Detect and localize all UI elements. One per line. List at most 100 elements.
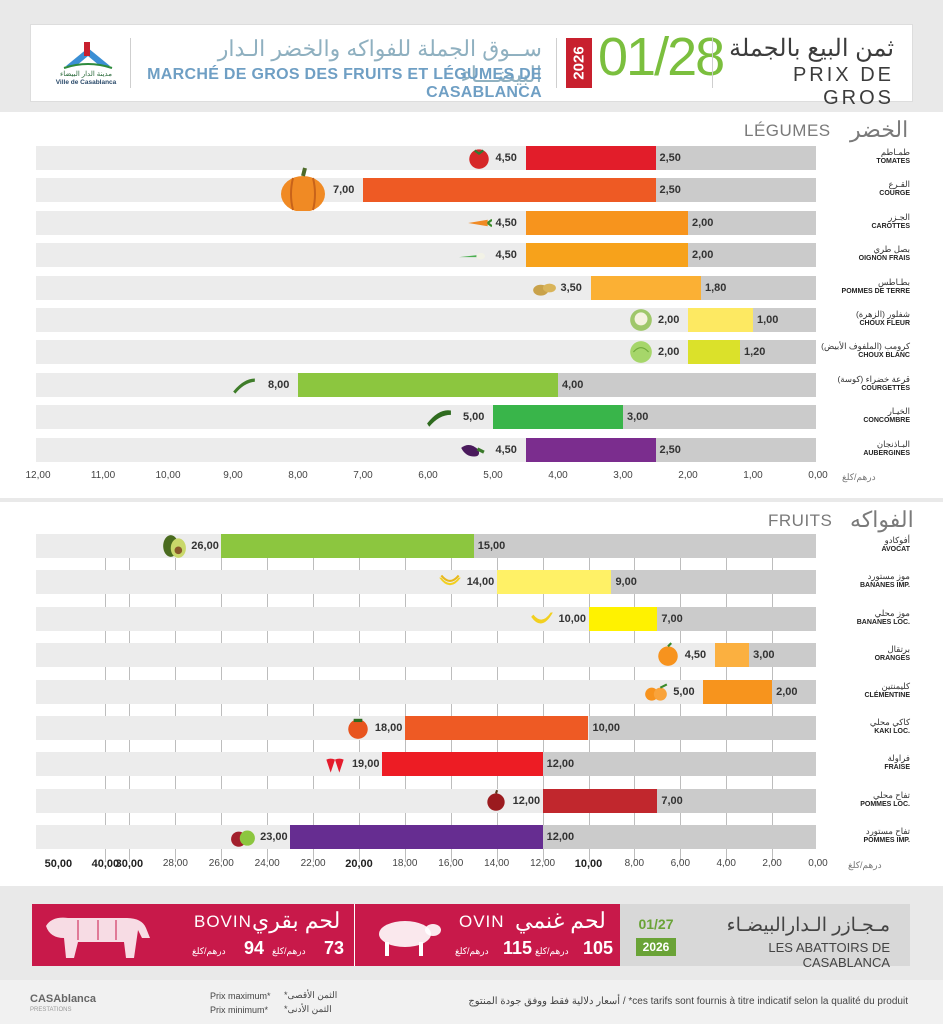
header-divider <box>130 38 131 88</box>
x-tick-label: 3,00 <box>613 470 633 481</box>
ovin-label-fr: OVIN <box>459 912 505 931</box>
legend-max-fr: Prix maximum* <box>210 991 271 1001</box>
row-label-fr: TOMATES <box>876 158 910 165</box>
x-tick-label: 2,00 <box>762 858 782 869</box>
row-label-fr: COURGE <box>879 190 910 198</box>
year-label: 2026 <box>570 46 588 80</box>
bovin-max-unit: درهم/كلغ <box>192 946 226 956</box>
row-label-ar: برتقال <box>887 644 911 655</box>
market-name-fr: MARCHÉ DE GROS DES FRUITS ET LÉGUMES DE … <box>147 66 542 101</box>
apple-icon <box>483 788 509 814</box>
max-value-label: 19,00 <box>351 758 380 771</box>
bar-max-bananes-loc- <box>588 606 658 631</box>
min-value-label: 3,00 <box>753 649 775 662</box>
max-value-label: 10,00 <box>558 612 587 625</box>
legend-min-ar: *الثمن الأدنى <box>284 1004 332 1014</box>
min-value-label: 3,00 <box>627 411 649 424</box>
max-value-label: 5,00 <box>463 411 485 424</box>
bar-max-cl-mentine <box>703 679 773 704</box>
max-value-label: 2,00 <box>658 314 680 326</box>
ovin-max: 115 <box>503 938 533 958</box>
max-value-label: 4,50 <box>495 443 517 456</box>
min-value-label: 15,00 <box>477 540 506 552</box>
max-value-label: 4,50 <box>495 152 517 164</box>
footer-logo: CASAblanca <box>30 993 97 1005</box>
min-value-label: 12,00 <box>546 758 575 771</box>
row-label-ar: القـرع <box>888 179 910 190</box>
row-label-fr: AVOCAT <box>881 546 910 553</box>
min-value-label: 7,00 <box>661 794 683 807</box>
bar-min-choux-fleur <box>753 308 816 332</box>
bar-max-choux-fleur <box>688 308 753 332</box>
spring-onion-icon <box>452 242 492 268</box>
bar-min-concombre <box>623 405 816 430</box>
min-value-label: 2,00 <box>692 216 714 229</box>
bar-max-concombre <box>493 405 623 430</box>
row-label-ar: كرومب (الملفوف الأبيض) <box>821 341 910 352</box>
max-value-label: 7,00 <box>333 184 355 197</box>
x-tick-label: 2,00 <box>678 470 698 481</box>
bar-max-fraise <box>381 752 543 777</box>
apples-icon <box>230 824 256 850</box>
bar-max-choux-blanc <box>688 340 740 365</box>
x-tick-label: 8,00 <box>624 858 645 869</box>
strawberry-icon <box>322 751 348 777</box>
x-tick-label: 8,00 <box>288 470 308 481</box>
row-label-fr: CLÉMENTINE <box>864 691 911 699</box>
abattoir-name-fr: LES ABATTOIRS DE CASABLANCA <box>768 940 890 970</box>
bovin-max: 94 <box>244 938 265 958</box>
fruits-title-fr: FRUITS <box>768 511 833 530</box>
title-fr: PRIX DE GROS <box>792 64 894 109</box>
row-label-fr: CHOUX BLANC <box>858 352 910 360</box>
row-label-fr: CONCOMBRE <box>863 417 910 425</box>
footer-disclaimer: أسعار دلالية فقط ووفق جودة المنتوج / *ce… <box>468 996 908 1007</box>
row-label-fr: CAROTTES <box>871 222 911 230</box>
bar-max-pommes-de-terre <box>590 275 701 300</box>
row-label-ar: بطـاطس <box>877 276 910 287</box>
bar-max-courgettes <box>298 372 558 397</box>
city-logo-ar: مدينة الدار البيضاء <box>59 71 112 78</box>
bar-min-choux-blanc <box>740 340 816 365</box>
potato-icon <box>531 275 557 301</box>
x-tick-label: 10,00 <box>155 470 181 481</box>
row-label-ar: موز محلي <box>874 607 910 618</box>
x-tick-label: 11,00 <box>90 470 116 481</box>
bar-min-courgettes <box>558 372 816 397</box>
max-value-label: 8,00 <box>268 378 290 391</box>
x-tick-label: 0,00 <box>808 470 828 481</box>
zucchini-icon <box>224 372 264 398</box>
footer-logo-sub: PRESTATIONS <box>30 1007 72 1013</box>
x-tick-label: 12,00 <box>530 858 556 869</box>
row-label-fr: COURGETTES <box>861 384 910 392</box>
max-value-label: 4,50 <box>684 649 707 662</box>
bar-min-pommes-imp- <box>542 825 816 850</box>
bar-max-pommes-loc- <box>542 788 658 813</box>
bar-max-avocat <box>221 534 474 558</box>
x-tick-label: 4,00 <box>548 470 568 481</box>
bar-max-tomates <box>525 146 656 170</box>
row-label-fr: OIGNON FRAIS <box>858 255 910 263</box>
x-tick-label: 50,00 <box>44 858 73 870</box>
x-tick-label: 30,00 <box>115 858 144 870</box>
fruits-chart: 15,00 26,00 9,00 14,00 7,00 10,00 3,00 4,50 2,00… <box>36 534 816 862</box>
row-label-fr: POMMES DE TERRE <box>841 287 910 295</box>
row-label-ar: فراولة <box>887 753 910 764</box>
bar-max-bananes-imp- <box>496 570 612 595</box>
x-tick-label: 5,00 <box>483 470 503 481</box>
x-tick-label: 1,00 <box>743 470 763 481</box>
clementine-icon <box>643 679 669 705</box>
bar-min-oignon-frais <box>688 243 816 268</box>
max-value-label: 18,00 <box>374 722 403 734</box>
x-tick-label: 20,00 <box>345 858 373 870</box>
row-label-fr: CHOUX FLEUR <box>859 320 910 327</box>
row-band <box>36 643 816 668</box>
bovin-card: BOVIN لحم بقري 94 درهم/كلغ 73 درهم/كلغ <box>32 904 354 966</box>
x-tick-label: 4,00 <box>716 858 736 869</box>
header-card <box>30 24 913 102</box>
date-label: 01/28 <box>598 27 725 87</box>
bar-min-avocat <box>473 534 816 558</box>
x-tick-label: 40,00 <box>91 858 120 870</box>
min-value-label: 2,50 <box>659 184 681 197</box>
x-tick-label: 10,00 <box>574 858 603 870</box>
cucumber-icon <box>419 404 459 430</box>
